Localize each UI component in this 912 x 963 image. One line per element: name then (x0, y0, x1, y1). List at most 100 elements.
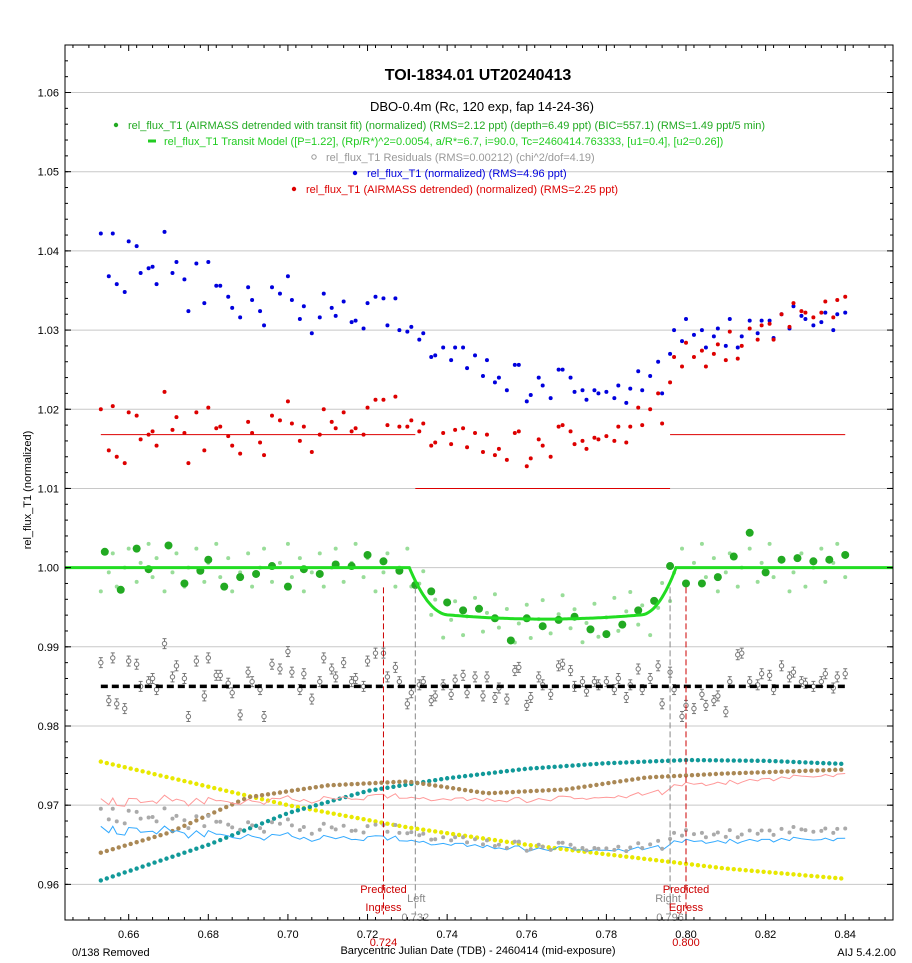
trend-point (630, 777, 635, 782)
blue-point (540, 383, 545, 388)
x-axis-label: Barycentric Julian Date (TDB) - 2460414 … (340, 945, 615, 957)
red-point (341, 410, 346, 415)
residual-point (201, 693, 208, 699)
trend-point (707, 758, 713, 763)
gray-trend-point (154, 819, 159, 824)
trend-point (307, 785, 313, 791)
gray-trend-point (556, 840, 561, 845)
gray-trend-point (146, 815, 151, 820)
trend-point (409, 779, 414, 785)
trend-point (588, 783, 593, 788)
x-tick-label: 0.84 (835, 929, 856, 941)
trend-point (731, 771, 736, 776)
red-point (711, 351, 716, 356)
trend-point (444, 776, 450, 781)
blue-point (182, 277, 187, 282)
red-point (238, 451, 243, 456)
trend-point (450, 775, 456, 780)
trend-point (767, 758, 772, 764)
trend-point (116, 763, 121, 768)
trend-point (331, 811, 336, 816)
y-tick-label: 0.97 (38, 800, 59, 812)
trend-point (588, 850, 593, 855)
blue-point (206, 259, 211, 264)
gray-trend-point (771, 832, 776, 837)
gray-trend-point (174, 813, 179, 818)
trend-point (647, 775, 653, 780)
trend-point (671, 773, 677, 779)
trend-point (624, 854, 629, 859)
legend: rel_flux_T1 (AIRMASS detrended with tran… (113, 120, 765, 196)
red-point (365, 405, 370, 410)
blue-point (512, 362, 517, 367)
trend-point (815, 760, 820, 766)
gray-trend-point (214, 819, 219, 824)
red-point (349, 429, 354, 434)
gray-trend-point (270, 820, 274, 825)
gray-trend-point (711, 832, 716, 837)
trend-point (701, 863, 707, 869)
blue-point (270, 285, 274, 290)
green-binned-point (793, 554, 802, 563)
gray-trend-point (285, 817, 290, 822)
blue-point (747, 318, 752, 323)
green-binned-point (252, 569, 261, 578)
residual-point (396, 678, 403, 685)
y-tick-label: 1.01 (38, 483, 59, 495)
green-raw-point (819, 546, 824, 551)
trend-point (540, 788, 545, 793)
residual-point (285, 648, 291, 655)
trend-point (833, 761, 838, 766)
gray-trend-point (540, 844, 545, 849)
red-point (154, 443, 159, 448)
x-tick-label: 0.78 (596, 929, 617, 941)
green-raw-point (596, 634, 601, 639)
red-point (186, 461, 191, 466)
trend-point (618, 760, 623, 765)
green-raw-point (341, 579, 346, 584)
trend-point (313, 808, 318, 813)
residual-point (480, 693, 486, 699)
green-raw-point (628, 590, 633, 595)
red-point (405, 424, 410, 429)
residual-point (329, 666, 335, 672)
green-binned-point (618, 620, 627, 629)
trend-point (456, 832, 462, 838)
red-point (393, 394, 398, 399)
trend-point (725, 758, 730, 763)
trend-point (259, 792, 265, 798)
gray-trend-point (779, 826, 784, 831)
red-point (170, 427, 175, 432)
trend-point (468, 834, 474, 839)
trend-point (164, 831, 169, 836)
trend-point (355, 791, 360, 796)
gray-trend-point (640, 845, 645, 850)
gray-trend-point (246, 820, 251, 825)
legend-marker (113, 122, 119, 128)
blue-point (277, 291, 282, 296)
gray-trend-point (791, 824, 796, 829)
trend-point (277, 801, 283, 806)
red-point (727, 329, 732, 334)
green-raw-point (787, 589, 792, 594)
blue-point (98, 231, 103, 236)
red-point (703, 364, 708, 369)
red-point (277, 418, 282, 423)
trend-point (462, 787, 468, 793)
gray-trend-point (504, 845, 509, 850)
red-point (831, 315, 836, 320)
trend-point (474, 789, 480, 795)
trend-point (403, 824, 408, 830)
green-binned-point (427, 587, 436, 596)
residual-point (149, 675, 156, 682)
gray-trend-point (668, 836, 673, 841)
trend-point (391, 784, 396, 790)
trend-point (510, 789, 516, 795)
blue-point (835, 312, 840, 317)
trend-point (116, 845, 121, 850)
gray-trend-point (134, 809, 139, 814)
footer-version: AIJ 5.4.2.00 (837, 947, 896, 959)
green-raw-point (333, 546, 338, 551)
trend-point (677, 758, 683, 763)
